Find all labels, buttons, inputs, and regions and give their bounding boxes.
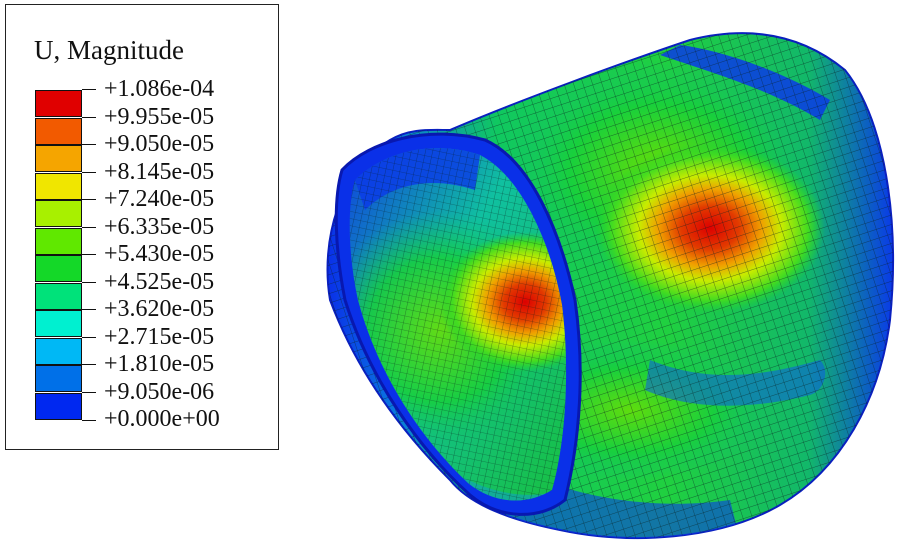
legend-label: +9.050e-06 [104,378,215,405]
legend-label: +6.335e-05 [104,213,215,240]
legend-swatch [35,200,82,227]
legend-swatch [35,337,82,365]
legend-tick [82,281,96,283]
legend-tick [82,391,96,393]
legend-swatch [35,117,82,145]
legend-swatch [35,365,82,392]
legend-tick [82,171,96,173]
deformed-cylinder-contour-plot [326,32,894,539]
legend-label: +1.086e-04 [104,76,215,102]
legend-tick [82,199,96,200]
legend-label: +7.240e-05 [104,186,215,212]
legend-label: +8.145e-05 [104,158,215,185]
legend-label: +5.430e-05 [104,241,215,267]
legend-swatch [35,172,82,200]
legend-swatch [35,310,82,337]
legend-swatch [35,392,82,420]
legend-tick [82,144,96,145]
legend-swatch [35,282,82,310]
legend-swatch [35,90,82,117]
legend-tick [82,226,96,228]
legend-swatch [35,255,82,282]
legend-label: +9.955e-05 [104,103,215,130]
legend-label: +4.525e-05 [104,268,215,295]
legend-swatch [35,227,82,255]
contour-legend: U, Magnitude +1.086e-04 +9.955e-05 +9.050e… [5,4,279,450]
legend-label: +0.000e+00 [104,405,220,432]
legend-title: U, Magnitude [34,35,184,65]
legend-tick [82,419,96,421]
legend-label: +9.050e-05 [104,131,215,157]
legend-label: +1.810e-05 [104,351,215,377]
legend-tick [82,309,96,310]
legend-tick [82,116,96,118]
legend-label: +3.620e-05 [104,296,215,322]
legend-tick [82,89,96,90]
legend-tick [82,336,96,338]
legend-label: +2.715e-05 [104,323,215,350]
legend-swatch [35,145,82,172]
legend-tick [82,364,96,365]
cylinder-open-end [334,132,582,516]
legend-tick [82,254,96,255]
